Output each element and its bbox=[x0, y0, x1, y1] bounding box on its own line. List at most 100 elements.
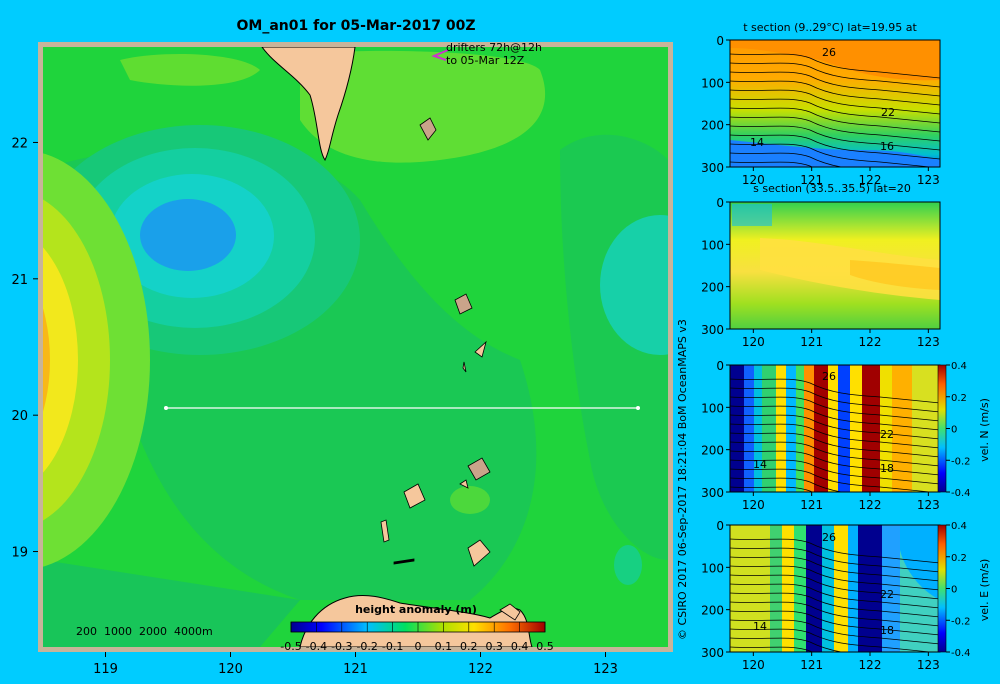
section-y-tick-label: 100 bbox=[701, 561, 724, 575]
section-x-tick-label: 121 bbox=[800, 498, 823, 512]
section-y-tick-label: 200 bbox=[701, 281, 724, 295]
contour-label: 22 bbox=[881, 106, 895, 119]
contour-label: 26 bbox=[822, 370, 836, 383]
drifters-label-2: to 05-Mar 12Z bbox=[446, 54, 525, 67]
colorbar-tick-label: 0.3 bbox=[485, 640, 503, 653]
vel-colorbar-tick-label: 0.2 bbox=[951, 393, 967, 404]
isotherm bbox=[730, 378, 940, 404]
vel-n-colorbar bbox=[937, 364, 947, 493]
isotherm bbox=[730, 477, 844, 492]
map-y-tick-label: 19 bbox=[11, 546, 28, 561]
colorbar-title: height anomaly (m) bbox=[355, 603, 477, 616]
isotherm bbox=[730, 405, 940, 431]
map-y-tick-label: 20 bbox=[11, 409, 28, 424]
isotherm bbox=[730, 387, 940, 413]
section-y-tick-label: 100 bbox=[701, 76, 724, 90]
contour-label: 18 bbox=[880, 624, 894, 637]
section-y-tick-label: 100 bbox=[701, 238, 724, 252]
section-y-tick-label: 100 bbox=[701, 401, 724, 415]
map-x-tick-label: 122 bbox=[468, 662, 493, 677]
vel-colorbar-tick-label: 0.2 bbox=[951, 553, 967, 564]
t-section-title: t section (9..29°C) lat=19.95 at bbox=[743, 21, 917, 34]
contour-label: 26 bbox=[822, 46, 836, 59]
isotherm bbox=[730, 423, 940, 449]
isotherm bbox=[730, 538, 940, 564]
colorbar-tick-label: -0.2 bbox=[356, 640, 377, 653]
isotherm bbox=[730, 152, 844, 167]
section-x-tick-label: 122 bbox=[859, 498, 882, 512]
section-y-tick-label: 0 bbox=[716, 519, 724, 533]
contour-label: 14 bbox=[753, 458, 767, 471]
vel-colorbar-tick-label: -0.4 bbox=[951, 488, 971, 499]
section-x-tick-label: 120 bbox=[742, 658, 765, 672]
isotherm bbox=[730, 459, 940, 485]
map-y-tick-label: 21 bbox=[11, 273, 28, 288]
isotherm bbox=[730, 619, 940, 645]
isotherm bbox=[730, 125, 940, 151]
colorbar-tick-label: 0 bbox=[415, 640, 422, 653]
isotherm bbox=[730, 116, 940, 142]
vel-colorbar-tick-label: -0.4 bbox=[951, 648, 971, 659]
map-title: OM_an01 for 05-Mar-2017 00Z bbox=[237, 18, 476, 34]
vel-e-contours bbox=[730, 538, 940, 652]
colorbar-tick-label: -0.5 bbox=[280, 640, 301, 653]
drifter-arrow bbox=[431, 49, 449, 61]
section-y-tick-label: 300 bbox=[701, 646, 724, 660]
map-x-tick-label: 121 bbox=[343, 662, 368, 677]
colorbar-tick-label: -0.4 bbox=[306, 640, 327, 653]
section-y-tick-label: 300 bbox=[701, 161, 724, 175]
map-x-tick-label: 123 bbox=[593, 662, 618, 677]
contour-label: 26 bbox=[822, 531, 836, 544]
section-x-tick-label: 121 bbox=[800, 335, 823, 349]
isotherm bbox=[730, 432, 940, 458]
vel-colorbar-tick-label: 0.4 bbox=[951, 521, 967, 532]
isotherm bbox=[730, 610, 940, 636]
section-x-tick-label: 122 bbox=[859, 658, 882, 672]
bathymetry-legend: 200 1000 2000 4000m bbox=[76, 625, 213, 638]
section-x-tick-label: 123 bbox=[917, 498, 940, 512]
colorbar-tick-label: 0.5 bbox=[536, 640, 554, 653]
velocity-colorbar-ticks: 0.4 0.2 0 -0.2 -0.4 0.4 0.2 0 -0.2 -0.4 bbox=[946, 361, 971, 659]
isotherm bbox=[730, 468, 934, 492]
map-field bbox=[43, 47, 668, 647]
isotherm bbox=[730, 89, 940, 115]
t-section-contours bbox=[730, 53, 940, 167]
isotherm bbox=[730, 80, 940, 106]
section-y-tick-label: 300 bbox=[701, 486, 724, 500]
map-x-tick-label: 119 bbox=[93, 662, 118, 677]
section-y-tick-label: 200 bbox=[701, 444, 724, 458]
isotherm bbox=[730, 601, 940, 627]
section-x-tick-label: 121 bbox=[800, 173, 823, 187]
vel-colorbar-tick-label: 0.4 bbox=[951, 361, 967, 372]
section-y-tick-label: 0 bbox=[716, 196, 724, 210]
drifters-label-1: drifters 72h@12h bbox=[446, 41, 542, 54]
vel-colorbar-tick-label: 0 bbox=[951, 425, 957, 436]
isotherm bbox=[730, 53, 940, 79]
isotherm bbox=[730, 637, 844, 652]
section-y-tick-label: 200 bbox=[701, 604, 724, 618]
colorbar-tick-label: 0.2 bbox=[460, 640, 478, 653]
isotherm bbox=[730, 396, 940, 422]
colorbar-tick-label: 0.4 bbox=[511, 640, 529, 653]
map-x-tick-label: 120 bbox=[218, 662, 243, 677]
isotherm bbox=[730, 565, 940, 591]
luzon-land bbox=[299, 595, 533, 647]
vel-n-label: vel. N (m/s) bbox=[978, 398, 991, 462]
vel-e-colorbar bbox=[937, 524, 947, 653]
isotherm bbox=[730, 107, 940, 133]
t-section-field bbox=[730, 40, 940, 167]
isotherm bbox=[730, 143, 934, 167]
isotherm bbox=[730, 71, 940, 97]
colorbar-tick-label: 0.1 bbox=[435, 640, 453, 653]
map-y-ticks: 19 20 21 22 bbox=[11, 136, 38, 561]
taiwan-land bbox=[261, 47, 356, 161]
colorbar-tick-label: -0.3 bbox=[331, 640, 352, 653]
section-x-tick-label: 123 bbox=[917, 335, 940, 349]
section-x-tick-label: 122 bbox=[859, 173, 882, 187]
isotherm bbox=[730, 450, 940, 476]
vel-colorbar-tick-label: -0.2 bbox=[951, 456, 971, 467]
section-x-tick-label: 120 bbox=[742, 335, 765, 349]
section-axes: 120 121 122 123 0 100 200 300 120 121 122 123 0 100 20… bbox=[701, 34, 940, 672]
isotherm bbox=[730, 556, 940, 582]
isotherm bbox=[730, 486, 814, 492]
